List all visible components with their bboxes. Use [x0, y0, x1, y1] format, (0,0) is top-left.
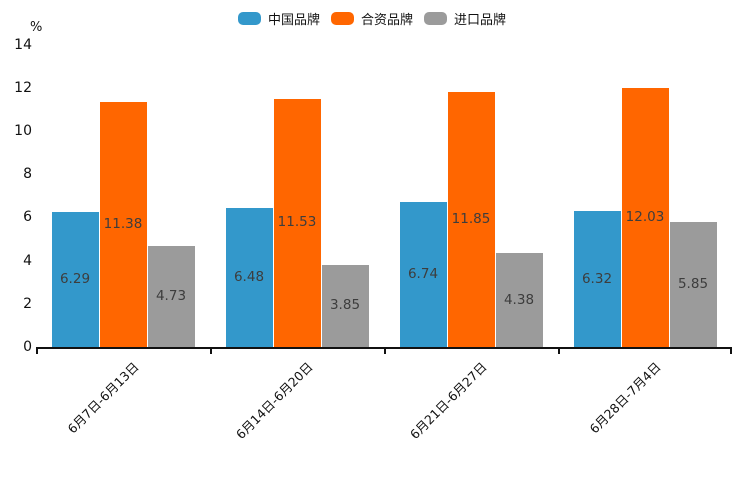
- bar-series2-group3: [669, 221, 717, 348]
- x-tick-label: 6月14日-6月20日: [232, 359, 316, 443]
- y-tick-label: 8: [23, 166, 32, 183]
- legend-item-2[interactable]: 进口品牌: [424, 9, 506, 28]
- legend-swatch-icon: [424, 12, 447, 25]
- bar-value-label: 6.32: [581, 270, 613, 287]
- bar-value-label: 12.03: [625, 209, 665, 226]
- bar-value-label: 3.85: [329, 297, 361, 314]
- bar-value-label: 6.74: [407, 266, 439, 283]
- bar-series1-group1: [273, 98, 321, 348]
- bar-value-label: 11.85: [451, 211, 491, 228]
- legend-label: 合资品牌: [360, 13, 413, 28]
- bar-value-label: 6.29: [59, 271, 91, 288]
- y-tick-label: 12: [14, 79, 32, 96]
- bar-value-label: 4.38: [503, 291, 535, 308]
- x-tick-label: 6月21日-6月27日: [406, 359, 490, 443]
- bar-series0-group0: [51, 212, 99, 348]
- bar-series0-group3: [573, 211, 621, 348]
- x-axis-tick: [558, 349, 560, 354]
- legend-item-1[interactable]: 合资品牌: [330, 9, 413, 28]
- y-tick-label: 4: [23, 252, 32, 269]
- bar-value-label: 5.85: [677, 275, 709, 292]
- bar-value-label: 6.48: [233, 269, 265, 286]
- y-tick-label: 14: [14, 36, 32, 53]
- legend-swatch-icon: [237, 12, 261, 25]
- x-axis-line: [36, 347, 732, 349]
- legend-item-0[interactable]: 中国品牌: [237, 9, 320, 28]
- y-tick-label: 2: [23, 295, 32, 312]
- legend-swatch-icon: [330, 12, 354, 25]
- bar-value-label: 11.38: [103, 216, 143, 233]
- bar-series2-group2: [495, 253, 543, 348]
- x-tick-label: 6月28日-7月4日: [586, 359, 664, 437]
- legend: 中国品牌 合资品牌 进口品牌: [0, 9, 744, 28]
- legend-label: 进口品牌: [454, 13, 507, 28]
- x-axis-tick: [36, 349, 38, 354]
- bar-series2-group0: [147, 245, 195, 348]
- x-axis-tick: [730, 349, 732, 354]
- x-axis-tick: [384, 349, 386, 354]
- y-axis-unit-label: %: [30, 20, 43, 35]
- bar-series2-group1: [321, 264, 369, 348]
- y-tick-label: 0: [23, 339, 32, 355]
- y-tick-label: 10: [14, 123, 32, 139]
- bar-value-label: 11.53: [277, 214, 317, 231]
- bar-series0-group2: [399, 202, 447, 348]
- legend-label: 中国品牌: [267, 13, 320, 28]
- bar-series1-group0: [99, 102, 147, 348]
- x-axis-tick: [210, 349, 212, 354]
- y-tick-label: 6: [23, 209, 32, 226]
- bar-series1-group2: [447, 92, 495, 348]
- bar-value-label: 4.73: [155, 287, 187, 304]
- bar-series1-group3: [621, 88, 669, 348]
- bar-series0-group1: [225, 208, 273, 348]
- x-tick-label: 6月7日-6月13日: [64, 359, 142, 437]
